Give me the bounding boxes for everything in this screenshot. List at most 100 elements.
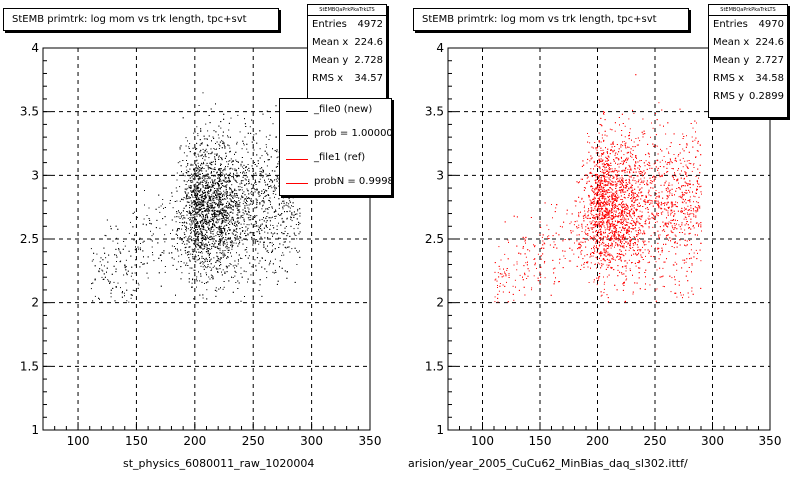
scatter-point xyxy=(218,143,220,145)
scatter-point xyxy=(254,182,255,184)
scatter-point xyxy=(209,167,211,169)
scatter-point xyxy=(281,202,283,204)
scatter-point xyxy=(236,228,238,230)
scatter-point xyxy=(179,186,181,188)
scatter-point xyxy=(682,194,684,196)
scatter-point xyxy=(239,242,241,243)
scatter-point xyxy=(223,193,225,195)
scatter-point xyxy=(297,227,299,229)
scatter-point xyxy=(262,257,263,259)
scatter-point xyxy=(266,271,268,273)
scatter-point xyxy=(276,233,278,235)
scatter-point xyxy=(198,155,200,157)
scatter-point xyxy=(223,252,225,254)
scatter-point xyxy=(223,185,225,187)
scatter-point xyxy=(116,237,118,239)
scatter-point xyxy=(208,177,210,179)
scatter-point xyxy=(248,214,250,216)
scatter-point xyxy=(232,205,234,207)
scatter-point xyxy=(658,102,660,104)
scatter-point xyxy=(588,196,590,198)
scatter-point xyxy=(183,232,185,234)
scatter-point xyxy=(208,185,210,187)
scatter-point xyxy=(195,212,197,214)
scatter-point xyxy=(201,225,202,227)
scatter-point xyxy=(214,213,216,215)
scatter-point xyxy=(269,262,271,264)
scatter-point xyxy=(226,212,228,214)
scatter-point xyxy=(619,177,621,179)
scatter-point xyxy=(223,190,225,192)
scatter-point xyxy=(202,248,204,250)
scatter-point xyxy=(225,265,227,267)
scatter-point xyxy=(229,198,231,200)
scatter-point xyxy=(181,198,183,200)
scatter-point xyxy=(296,213,298,215)
scatter-point xyxy=(212,197,214,199)
scatter-point xyxy=(248,224,250,226)
scatter-point xyxy=(195,223,196,225)
scatter-point xyxy=(290,225,292,227)
scatter-point xyxy=(200,232,202,234)
scatter-point xyxy=(176,172,178,174)
scatter-point xyxy=(255,184,257,185)
scatter-point xyxy=(161,252,163,253)
scatter-point xyxy=(213,148,215,149)
scatter-point xyxy=(589,142,591,144)
scatter-point xyxy=(209,252,211,254)
scatter-point xyxy=(227,181,228,183)
scatter-point xyxy=(212,205,214,206)
scatter-point xyxy=(238,175,240,177)
scatter-point xyxy=(253,149,255,151)
scatter-point xyxy=(246,229,248,231)
scatter-point xyxy=(664,230,666,232)
scatter-point xyxy=(207,202,209,203)
scatter-point xyxy=(261,208,263,210)
scatter-point xyxy=(188,246,190,248)
scatter-point xyxy=(210,258,212,260)
scatter-point xyxy=(267,208,269,210)
scatter-point xyxy=(235,193,237,195)
scatter-point xyxy=(187,192,189,194)
scatter-point xyxy=(120,252,122,254)
scatter-point xyxy=(297,210,299,212)
scatter-point xyxy=(260,173,262,175)
scatter-point xyxy=(236,143,238,145)
scatter-point xyxy=(247,197,249,199)
scatter-point xyxy=(568,239,570,241)
scatter-point xyxy=(200,245,202,247)
scatter-point xyxy=(541,236,543,238)
scatter-point xyxy=(209,278,211,280)
scatter-point xyxy=(218,175,220,177)
scatter-point xyxy=(202,226,204,228)
scatter-point xyxy=(179,228,180,230)
scatter-point xyxy=(242,243,244,245)
scatter-point xyxy=(242,217,244,218)
scatter-point xyxy=(226,246,228,248)
scatter-point xyxy=(186,211,188,212)
scatter-point xyxy=(104,252,106,254)
scatter-point xyxy=(215,159,216,161)
scatter-point xyxy=(661,213,663,215)
scatter-point xyxy=(206,209,208,211)
scatter-point xyxy=(237,263,239,265)
scatter-point xyxy=(636,144,638,146)
scatter-point xyxy=(191,191,193,193)
scatter-point xyxy=(254,162,255,163)
scatter-point xyxy=(251,201,253,203)
scatter-point xyxy=(200,275,202,277)
scatter-point xyxy=(211,275,213,277)
scatter-point xyxy=(272,180,274,182)
scatter-point xyxy=(236,176,238,178)
scatter-point xyxy=(239,211,241,213)
scatter-point xyxy=(205,194,207,196)
x-tick-label: 150 xyxy=(125,434,148,448)
scatter-point xyxy=(276,176,278,178)
scatter-point xyxy=(658,202,660,204)
scatter-point xyxy=(648,191,650,193)
scatter-point xyxy=(623,211,625,213)
scatter-point xyxy=(185,246,187,248)
scatter-point xyxy=(186,243,188,245)
scatter-point xyxy=(172,264,174,266)
scatter-point xyxy=(232,206,234,208)
